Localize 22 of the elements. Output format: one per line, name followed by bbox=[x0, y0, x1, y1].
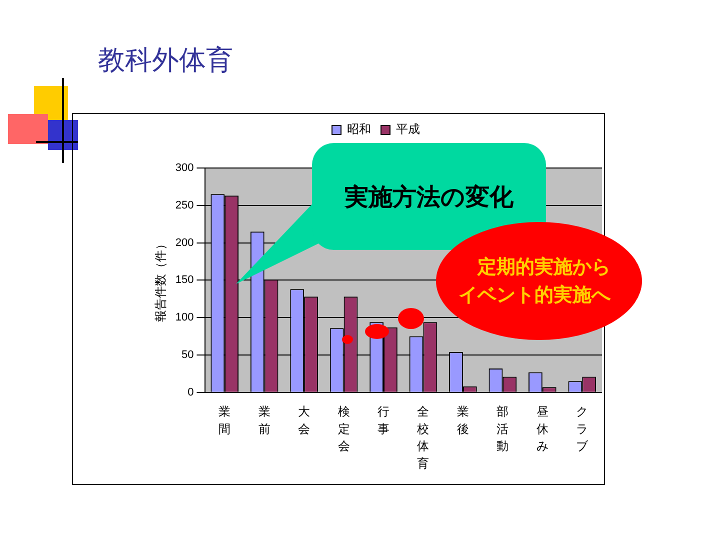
x-tick-label: 業間 bbox=[218, 404, 231, 436]
y-tick-label: 150 bbox=[175, 274, 194, 286]
x-tick-label: 検定会 bbox=[338, 404, 350, 454]
annotation: 定期的実施からイベント的実施へ bbox=[458, 255, 612, 308]
x-tick-label: 行事 bbox=[378, 404, 390, 436]
chart-title: 教科外体育 bbox=[98, 44, 233, 78]
x-tick-label: クラブ bbox=[576, 404, 590, 454]
y-tick-label: 300 bbox=[175, 162, 194, 174]
x-tick-label: 部活動 bbox=[496, 404, 509, 454]
y-axis-title: 報告件数（件） bbox=[154, 238, 168, 322]
x-tick-label: 全校体育 bbox=[416, 404, 430, 471]
x-tick-label: 業後 bbox=[456, 404, 469, 436]
y-tick-label: 250 bbox=[175, 199, 194, 212]
x-tick-label: 昼休み bbox=[536, 404, 548, 454]
y-tick-label: 200 bbox=[175, 236, 194, 249]
y-tick-label: 0 bbox=[188, 386, 194, 398]
x-tick-label: 大会 bbox=[298, 404, 310, 436]
y-tick-label: 100 bbox=[175, 312, 194, 324]
legend-label: 昭和 bbox=[347, 122, 371, 136]
y-tick-label: 50 bbox=[182, 349, 194, 362]
legend-label: 平成 bbox=[396, 122, 420, 136]
x-tick-label: 業前 bbox=[258, 404, 270, 436]
